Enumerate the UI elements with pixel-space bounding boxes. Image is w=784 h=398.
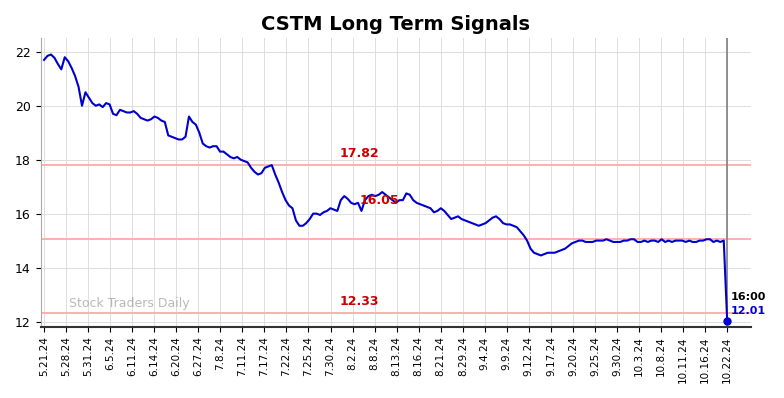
Text: 12.01: 12.01: [731, 306, 766, 316]
Title: CSTM Long Term Signals: CSTM Long Term Signals: [261, 15, 531, 34]
Text: 17.82: 17.82: [339, 147, 379, 160]
Text: Stock Traders Daily: Stock Traders Daily: [69, 297, 190, 310]
Text: 16:00: 16:00: [731, 293, 766, 302]
Text: 12.33: 12.33: [339, 295, 379, 308]
Text: 16.05: 16.05: [360, 195, 400, 207]
